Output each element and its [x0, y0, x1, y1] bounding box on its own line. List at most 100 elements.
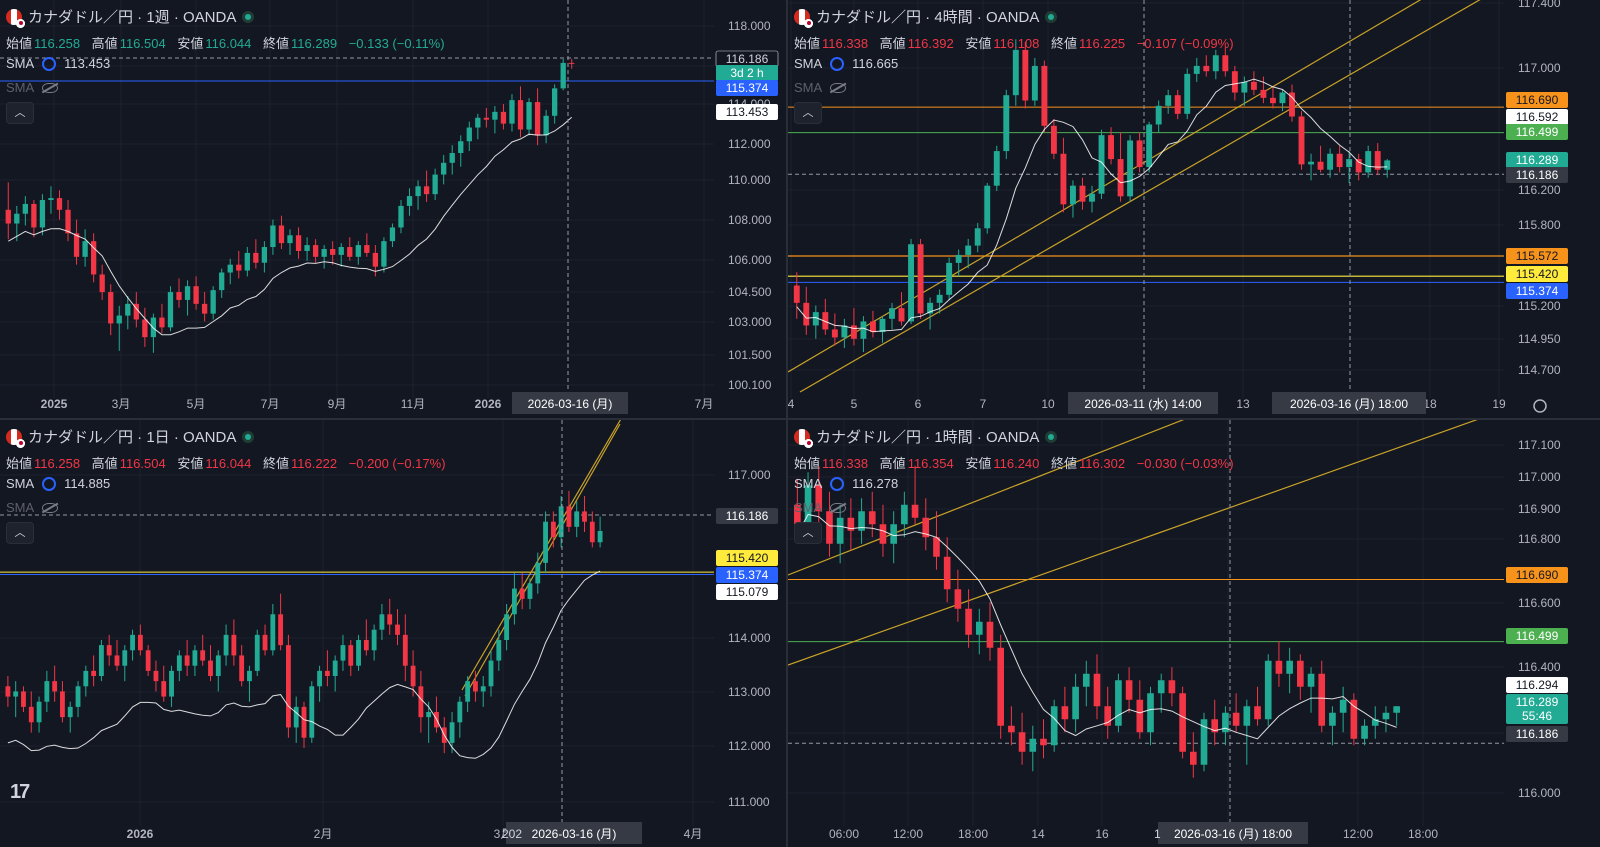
sma-line [7, 570, 601, 759]
hidden-eye-icon[interactable] [42, 82, 59, 93]
x-axis-tick-label: 19 [1492, 397, 1506, 411]
candle-body [1350, 699, 1358, 739]
sma-legend[interactable]: SMA 114.885 [6, 476, 111, 491]
sma-hidden-legend[interactable]: SMA [6, 80, 59, 95]
hidden-eye-icon[interactable] [830, 502, 847, 513]
cadjpy-flag-icon [6, 428, 25, 448]
sma-hidden-legend[interactable]: SMA [794, 80, 847, 95]
chart-pane-1h[interactable]: 117.100 117.000 116.900 116.800 116.600 116.4… [788, 420, 1600, 847]
symbol-title[interactable]: カナダドル／円 · 1週 · OANDA [28, 9, 237, 26]
candle-body [860, 321, 867, 339]
chart-canvas-daily[interactable]: 117.000 114.000 113.000 112.000 111.000 2026 2… [0, 420, 786, 847]
candle-body [858, 511, 865, 531]
candle-body [1339, 699, 1347, 713]
price-tag [716, 567, 778, 583]
crosshair-date-label: 2026-03-16 (月) 18:00 [1290, 397, 1408, 411]
price-tag-label: 116.690 [1516, 93, 1559, 107]
candle-body [1041, 65, 1048, 126]
sma-line [796, 78, 1388, 333]
collapse-legend-button[interactable]: ︿ [794, 522, 822, 544]
chart-pane-daily[interactable]: 117.000 114.000 113.000 112.000 111.000 2026 2… [0, 420, 786, 847]
candle-body [879, 524, 887, 544]
candle-body [395, 624, 400, 635]
candle-body [1232, 712, 1240, 726]
candle-body [927, 302, 934, 314]
price-tag [1506, 677, 1568, 693]
x-axis-tick-label: 7 [980, 397, 987, 411]
chart-title-daily[interactable]: カナダドル／円 · 1日 · OANDA [6, 426, 255, 448]
candle-body [1061, 706, 1069, 720]
chart-title-1h[interactable]: カナダドル／円 · 1時間 · OANDA [794, 426, 1058, 448]
candle-body [1318, 673, 1326, 726]
x-axis-tick-label: 7月 [261, 397, 280, 411]
x-axis-tick-label: 18:00 [1408, 827, 1438, 841]
x-axis-tick-label: 9月 [328, 397, 347, 411]
candle-body [911, 504, 919, 518]
candle-body [1250, 81, 1257, 90]
sma-settings-icon[interactable] [830, 476, 845, 491]
candle-body [901, 504, 908, 525]
chart-title-weekly[interactable]: カナダドル／円 · 1週 · OANDA [6, 6, 255, 28]
price-tag-label: 115.374 [1516, 284, 1559, 298]
sma-legend[interactable]: SMA 116.665 [794, 56, 899, 71]
candle-body [1125, 680, 1133, 700]
ohlc-readout: 始値 116.258 高値 116.504 安値 116.044 終値 116.222 … [6, 456, 446, 471]
tradingview-logo-icon[interactable]: 17 [10, 781, 30, 803]
candle-body [993, 151, 1000, 186]
y-axis-tick-label: 114.000 [728, 631, 771, 645]
candle-body [466, 127, 472, 142]
candle-body [133, 303, 139, 320]
symbol-title[interactable]: カナダドル／円 · 4時間 · OANDA [816, 9, 1040, 26]
candle-body [295, 235, 302, 251]
collapse-legend-button[interactable]: ︿ [6, 522, 34, 544]
candle-body [389, 227, 396, 242]
candle-body [56, 198, 63, 210]
candle-body [1384, 160, 1391, 170]
collapse-legend-button[interactable]: ︿ [794, 102, 822, 124]
sma-value: 114.885 [64, 476, 111, 491]
pane-divider-vertical[interactable] [786, 0, 788, 847]
collapse-legend-button[interactable]: ︿ [6, 102, 34, 124]
chart-canvas-weekly[interactable]: 118.000116.000114.000112.000110.000108.0… [0, 0, 786, 418]
candle-body [986, 621, 994, 648]
chart-canvas-4h[interactable]: 117.400 117.000 116.200 115.800 115.200 114.9… [788, 0, 1600, 418]
pane-divider-horizontal[interactable] [0, 418, 1600, 420]
chart-settings-gear-icon[interactable] [1533, 399, 1547, 413]
sma-hidden-legend[interactable]: SMA [6, 500, 59, 515]
y-axis-tick-label: 108.000 [728, 213, 772, 227]
price-tag [716, 80, 778, 96]
candle-body [239, 655, 245, 682]
x-axis-tick-label: 2026 [475, 397, 502, 411]
hidden-eye-icon[interactable] [42, 502, 59, 513]
sma-legend[interactable]: SMA 113.453 [6, 56, 111, 71]
chart-title-4h[interactable]: カナダドル／円 · 4時間 · OANDA [794, 6, 1058, 28]
candle-body [423, 186, 430, 195]
candle-body [114, 655, 120, 666]
sma-settings-icon[interactable] [42, 56, 57, 71]
symbol-title[interactable]: カナダドル／円 · 1日 · OANDA [28, 429, 237, 446]
candle-body [1008, 725, 1015, 733]
candle-body [39, 200, 46, 228]
price-tag-label: 115.374 [726, 568, 769, 582]
chart-canvas-1h[interactable]: 117.100 117.000 116.900 116.800 116.600 116.4… [788, 420, 1600, 847]
candle-body [176, 655, 182, 671]
candle-body [317, 670, 322, 687]
y-axis-tick-label: 116.900 [1518, 502, 1561, 516]
candle-body [364, 245, 370, 253]
candle-body [5, 686, 11, 697]
sma-settings-icon[interactable] [42, 476, 57, 491]
sma-settings-icon[interactable] [830, 56, 845, 71]
x-axis-tick-label: 18:00 [958, 827, 988, 841]
chart-pane-4h[interactable]: 117.400 117.000 116.200 115.800 115.200 114.9… [788, 0, 1600, 418]
y-axis-tick-label: 101.500 [728, 348, 772, 362]
candle-body [974, 228, 981, 246]
candle-body [1093, 673, 1101, 707]
symbol-title[interactable]: カナダドル／円 · 1時間 · OANDA [816, 429, 1040, 446]
sma-legend[interactable]: SMA 116.278 [794, 476, 899, 491]
y-axis-tick-label: 116.000 [1518, 786, 1561, 800]
price-tag [1506, 109, 1568, 125]
chart-pane-weekly[interactable]: 118.000116.000114.000112.000110.000108.0… [0, 0, 786, 418]
hidden-eye-icon[interactable] [830, 82, 847, 93]
sma-hidden-legend[interactable]: SMA [794, 500, 847, 515]
candle-body [324, 670, 330, 676]
